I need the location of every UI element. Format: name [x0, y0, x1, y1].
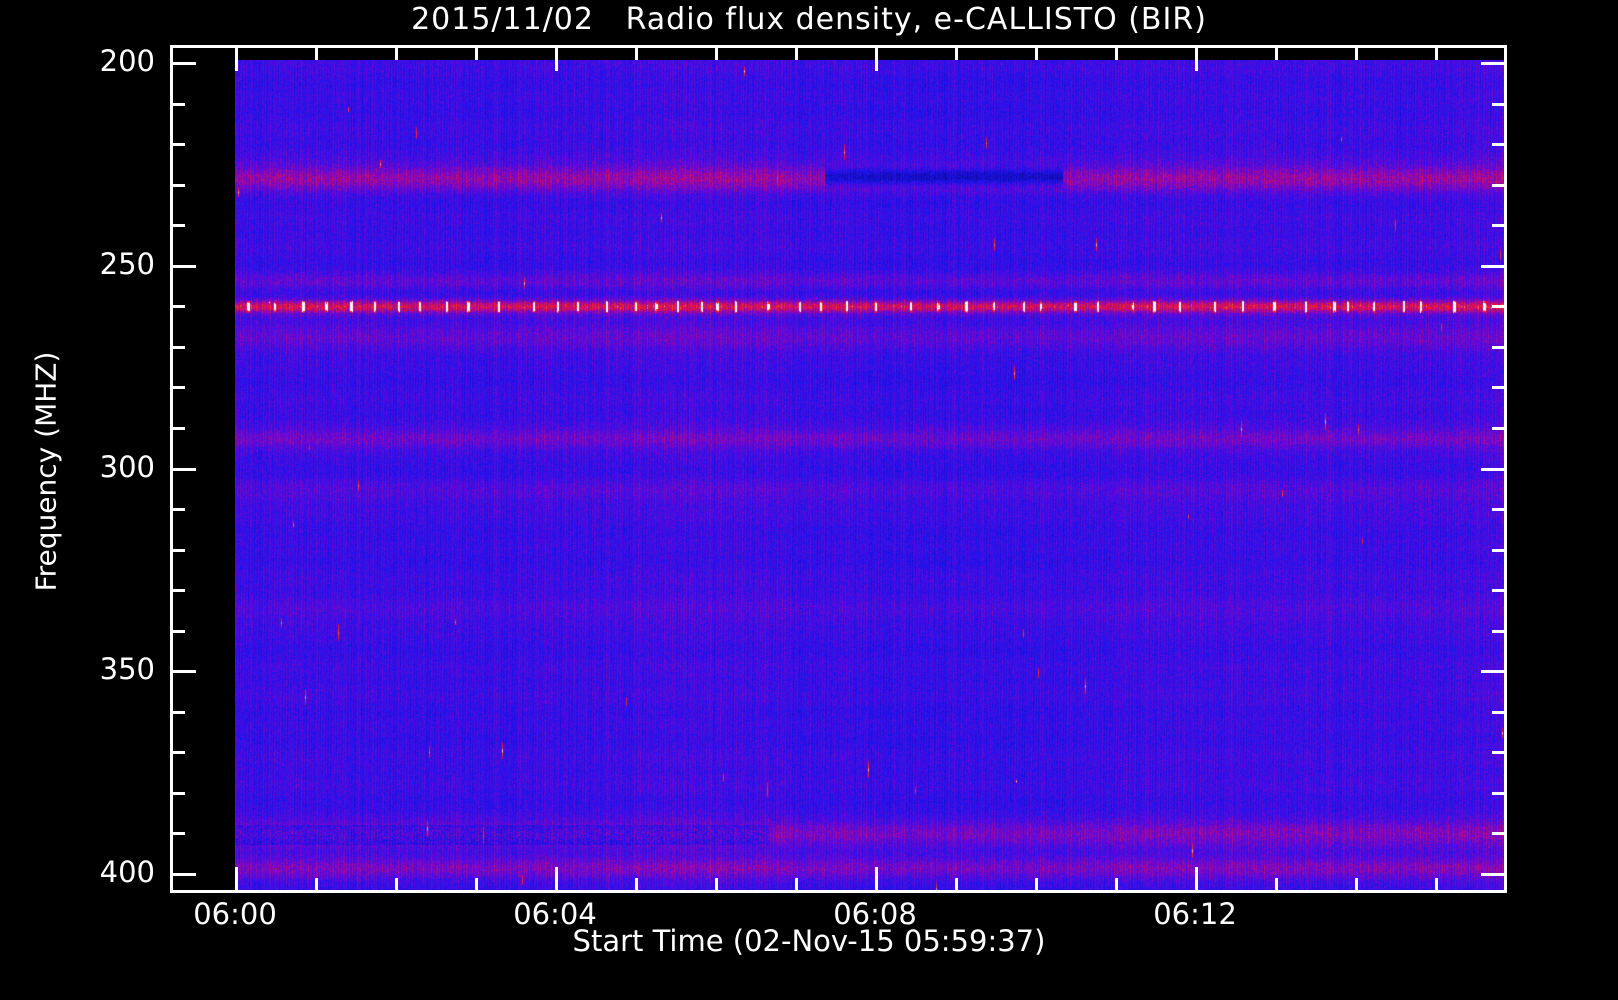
axis-tick [1275, 878, 1278, 893]
axis-tick [715, 878, 718, 893]
axis-tick [1115, 45, 1118, 60]
axis-tick [1035, 45, 1038, 60]
axis-tick [170, 711, 185, 714]
axis-tick [1492, 630, 1507, 633]
axis-tick [170, 792, 185, 795]
axis-tick [1492, 589, 1507, 592]
y-axis-title: Frequency (MHZ) [29, 351, 63, 592]
axis-tick [170, 265, 196, 268]
axis-tick [170, 103, 185, 106]
axis-tick [170, 305, 185, 308]
figure-title: 2015/11/02 Radio flux density, e-CALLIST… [411, 2, 1207, 37]
axis-tick [170, 346, 185, 349]
axis-tick [1492, 508, 1507, 511]
x-axis-title: Start Time (02-Nov-15 05:59:37) [572, 924, 1046, 958]
axis-tick [395, 45, 398, 60]
axis-tick [170, 62, 196, 65]
y-tick-label: 200 [99, 44, 155, 78]
axis-tick [715, 45, 718, 60]
axis-tick [795, 878, 798, 893]
axis-tick [1492, 346, 1507, 349]
axis-tick [170, 832, 185, 835]
axis-tick [1435, 45, 1438, 60]
axis-tick [1492, 386, 1507, 389]
axis-tick [170, 224, 185, 227]
axis-tick [235, 867, 238, 893]
axis-tick [1481, 265, 1507, 268]
x-tick-label: 06:08 [833, 897, 917, 931]
x-tick-label: 06:00 [193, 897, 277, 931]
x-tick-label: 06:04 [513, 897, 597, 931]
axis-tick [1492, 224, 1507, 227]
axis-tick [170, 184, 185, 187]
axis-tick [1275, 45, 1278, 60]
axis-tick [1492, 711, 1507, 714]
axis-tick [955, 45, 958, 60]
axis-tick [1435, 878, 1438, 893]
axis-tick [170, 630, 185, 633]
axis-tick [475, 45, 478, 60]
axis-tick [315, 45, 318, 60]
axis-tick [795, 45, 798, 60]
axis-tick [170, 589, 185, 592]
axis-tick [170, 670, 196, 673]
axis-tick [635, 45, 638, 60]
axis-tick [170, 143, 185, 146]
axis-tick [1195, 45, 1198, 71]
axis-tick [1481, 670, 1507, 673]
axis-tick [1355, 878, 1358, 893]
axis-tick [395, 878, 398, 893]
axis-tick [475, 878, 478, 893]
axis-tick [1492, 103, 1507, 106]
axis-tick [875, 867, 878, 893]
y-tick-label: 300 [99, 450, 155, 484]
spectrogram-image [235, 60, 1505, 891]
axis-tick [170, 751, 185, 754]
axis-tick [1195, 867, 1198, 893]
axis-tick [1492, 427, 1507, 430]
axis-tick [1492, 751, 1507, 754]
axis-tick [170, 386, 185, 389]
axis-tick [635, 878, 638, 893]
axis-tick [1492, 832, 1507, 835]
axis-tick [555, 867, 558, 893]
axis-tick [1355, 45, 1358, 60]
axis-tick [235, 45, 238, 71]
axis-tick [315, 878, 318, 893]
axis-tick [170, 508, 185, 511]
axis-tick [170, 873, 196, 876]
axis-tick [1481, 468, 1507, 471]
y-tick-label: 350 [99, 652, 155, 686]
y-tick-label: 400 [99, 855, 155, 889]
x-tick-label: 06:12 [1153, 897, 1237, 931]
axis-tick [1035, 878, 1038, 893]
axis-tick [1492, 305, 1507, 308]
axis-tick [170, 468, 196, 471]
axis-tick [1492, 184, 1507, 187]
axis-tick [1492, 792, 1507, 795]
axis-tick [1492, 549, 1507, 552]
axis-tick [1481, 62, 1507, 65]
axis-tick [875, 45, 878, 71]
axis-tick [555, 45, 558, 71]
axis-tick [1492, 143, 1507, 146]
y-tick-label: 250 [99, 247, 155, 281]
axis-tick [955, 878, 958, 893]
axis-tick [1115, 878, 1118, 893]
axis-tick [170, 549, 185, 552]
axis-tick [170, 427, 185, 430]
axis-tick [1481, 873, 1507, 876]
plot-frame [170, 45, 1507, 893]
